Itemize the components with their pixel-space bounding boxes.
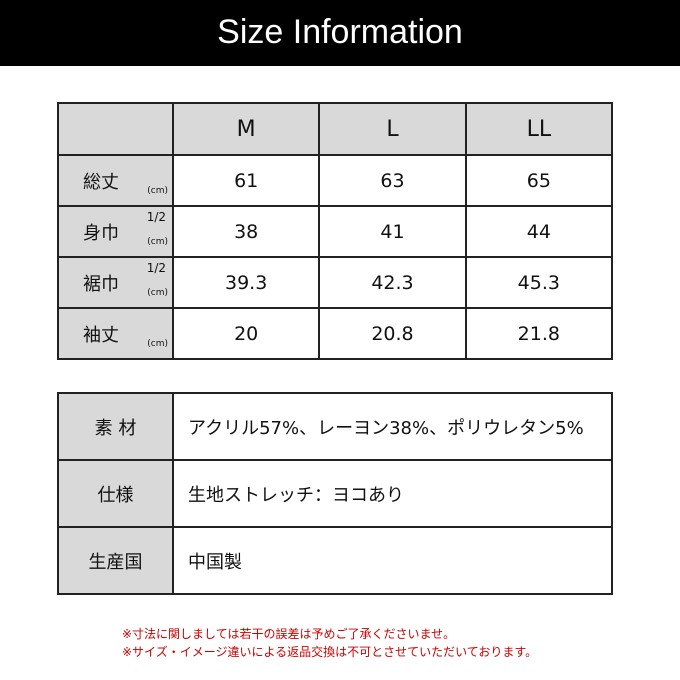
page-title: Size Information [0,0,680,66]
value-cell: 39.3 [171,256,321,309]
notes: ※寸法に関しましては若干の誤差は予めご了承くださいませ。 ※サイズ・イメージ違い… [122,625,537,661]
material-value: アクリル57%、レーヨン38%、ポリウレタン5% [172,392,613,461]
row-label: 袖丈 (cm) [57,307,174,360]
table-row: 仕様 生地ストレッチ：ヨコあり [57,459,613,528]
size-table: M L LL 総丈 (cm) 61 63 65 身巾 1/2 (cm) 38 41 4… [57,102,614,360]
table-row: 袖丈 (cm) 20 20.8 21.8 [57,307,614,360]
half-label: 1/2 [146,261,166,275]
table-row: 生産国 中国製 [57,526,613,595]
unit-label: (cm) [147,237,168,247]
value-cell: 45.3 [464,256,614,309]
row-label: 裾巾 1/2 (cm) [57,256,174,309]
row-label-text: 裾巾 [83,273,119,295]
table-row: 身巾 1/2 (cm) 38 41 44 [57,205,614,258]
half-label: 1/2 [146,210,166,224]
value-cell: 65 [464,154,614,207]
row-label-text: 総丈 [83,171,119,193]
value-cell: 20 [171,307,321,360]
corner-cell [57,102,174,156]
value-cell: 38 [171,205,321,258]
unit-label: (cm) [147,339,168,349]
size-header-row: M L LL [57,102,614,156]
row-label-text: 身巾 [83,222,119,244]
origin-label: 生産国 [57,526,174,595]
value-cell: 61 [171,154,321,207]
size-column-header: L [318,102,467,156]
spec-label: 仕様 [57,459,174,528]
origin-value: 中国製 [172,526,613,595]
table-row: 総丈 (cm) 61 63 65 [57,154,614,207]
material-label: 素 材 [57,392,174,461]
value-cell: 41 [318,205,467,258]
value-cell: 20.8 [318,307,467,360]
row-label-text: 袖丈 [83,324,119,346]
value-cell: 21.8 [464,307,614,360]
unit-label: (cm) [147,186,168,196]
size-column-header: M [171,102,321,156]
note-line: ※寸法に関しましては若干の誤差は予めご了承くださいませ。 [122,627,456,641]
value-cell: 63 [318,154,467,207]
value-cell: 42.3 [318,256,467,309]
spec-table: 素 材 アクリル57%、レーヨン38%、ポリウレタン5% 仕様 生地ストレッチ：… [57,392,613,595]
row-label: 総丈 (cm) [57,154,174,207]
table-row: 素 材 アクリル57%、レーヨン38%、ポリウレタン5% [57,392,613,461]
table-row: 裾巾 1/2 (cm) 39.3 42.3 45.3 [57,256,614,309]
unit-label: (cm) [147,288,168,298]
spec-value: 生地ストレッチ：ヨコあり [172,459,613,528]
row-label: 身巾 1/2 (cm) [57,205,174,258]
size-column-header: LL [464,102,614,156]
note-line: ※サイズ・イメージ違いによる返品交換は不可とさせていただいております。 [122,645,538,659]
value-cell: 44 [464,205,614,258]
